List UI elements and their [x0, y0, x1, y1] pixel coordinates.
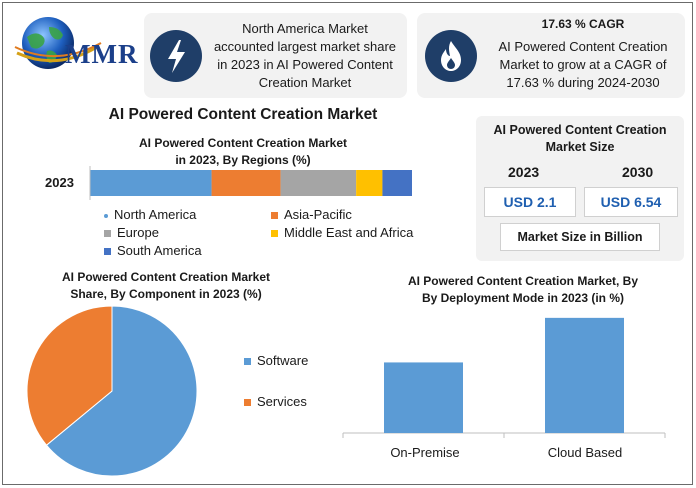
legend-swatch — [104, 213, 108, 218]
pie-slice-software — [45, 305, 198, 477]
logo: MMR — [13, 13, 141, 73]
component-chart-title: AI Powered Content Creation Market Share… — [21, 269, 311, 303]
callout2-text: AI Powered Content Creation Market to gr… — [483, 38, 683, 92]
callout1-line: in 2023 in AI Powered Content — [217, 57, 393, 72]
region-bar-segment — [90, 170, 212, 196]
legend-label: Europe — [117, 225, 159, 240]
pie-slice-services — [26, 305, 113, 446]
legend-swatch — [271, 230, 278, 238]
deployment-title-line: By Deployment Mode in 2023 (in %) — [421, 291, 625, 305]
region-title-line: AI Powered Content Creation Market — [138, 136, 348, 150]
region-chart-title: AI Powered Content Creation Market in 20… — [93, 135, 393, 169]
cagr-heading: 17.63 % CAGR — [541, 17, 625, 31]
legend-label: Middle East and Africa — [284, 225, 414, 240]
page-title: AI Powered Content Creation Market — [108, 106, 378, 123]
legend-label: Asia-Pacific — [284, 207, 352, 222]
market-size-title-line: Market Size — [545, 140, 615, 154]
legend-item-software: Software — [244, 353, 308, 368]
market-size-title-line: AI Powered Content Creation — [493, 123, 667, 137]
market-size-title: AI Powered Content Creation Market Size — [476, 122, 684, 156]
callout1-line: Creation Market — [258, 75, 352, 90]
legend-item-services: Services — [244, 394, 307, 409]
deployment-chart-title: AI Powered Content Creation Market, By B… — [373, 273, 673, 307]
year-2023-label: 2023 — [508, 164, 540, 180]
market-size-2030-value: USD 6.54 — [584, 187, 678, 217]
deployment-title-line: AI Powered Content Creation Market, By — [407, 274, 639, 288]
callout2-line: Market to grow at a CAGR of — [499, 57, 667, 72]
legend-swatch — [104, 248, 111, 256]
component-title-line: Share, By Component in 2023 (%) — [70, 287, 262, 301]
callout1-text: North America Market accounted largest m… — [206, 20, 404, 92]
globe-logo-icon — [14, 17, 102, 69]
region-bar-category: 2023 — [45, 175, 74, 190]
legend-item-asia-pacific: Asia-Pacific — [271, 207, 352, 222]
legend-label: North America — [114, 207, 197, 222]
legend-swatch — [271, 212, 278, 220]
callout2-line: AI Powered Content Creation — [498, 39, 668, 54]
north-america-callout: North America Market accounted largest m… — [144, 13, 407, 98]
component-title-line: AI Powered Content Creation Market — [61, 270, 271, 284]
legend-item-south-america: South America — [104, 243, 202, 258]
legend-label: South America — [117, 243, 202, 258]
legend-swatch — [104, 230, 111, 238]
deployment-x-tick-label: On-Premise — [390, 445, 460, 460]
legend-label: Software — [257, 353, 309, 368]
year-2030-label: 2030 — [622, 164, 654, 180]
lightning-bolt-icon — [150, 30, 202, 82]
deployment-x-tick-label: Cloud Based — [547, 445, 623, 460]
legend-item-north-america: North America — [104, 207, 196, 222]
callout1-line: North America Market — [242, 21, 368, 36]
market-size-panel: AI Powered Content Creation Market Size … — [476, 116, 684, 261]
market-size-2023-value: USD 2.1 — [484, 187, 576, 217]
callout1-line: accounted largest market share — [213, 39, 397, 54]
legend-swatch — [244, 358, 251, 366]
legend-swatch — [244, 399, 251, 407]
callout2-line: 17.63 % during 2024-2030 — [506, 75, 660, 90]
deployment-bar — [384, 362, 463, 433]
region-bar-segment — [211, 170, 281, 196]
logo-text: MMR — [65, 39, 139, 69]
flame-icon — [425, 30, 477, 82]
legend-item-europe: Europe — [104, 225, 159, 240]
region-bar-segment — [382, 170, 412, 196]
region-bar-segment — [356, 170, 383, 196]
deployment-bar — [545, 317, 624, 433]
region-bar-segment — [280, 170, 357, 196]
market-size-footer: Market Size in Billion — [500, 223, 660, 251]
region-title-line: in 2023, By Regions (%) — [175, 153, 311, 167]
legend-label: Services — [257, 394, 307, 409]
cagr-callout: 17.63 % CAGR AI Powered Content Creation… — [417, 13, 685, 98]
legend-item-middle-east-africa: Middle East and Africa — [271, 225, 413, 240]
